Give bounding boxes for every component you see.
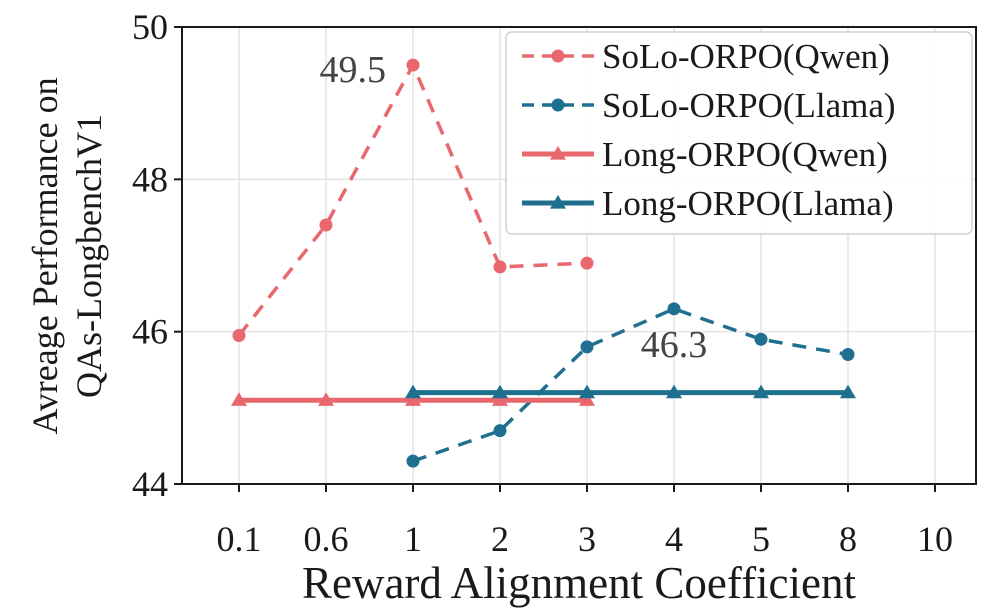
peak-annotation: 46.3 xyxy=(641,324,708,366)
legend-item-long-orpo-llama: Long-ORPO(Llama) xyxy=(522,184,894,223)
data-point-long-orpo-llama xyxy=(405,384,421,399)
data-point-solo-orpo-qwen xyxy=(580,256,594,270)
y-tick-label: 48 xyxy=(132,159,168,199)
data-point-long-orpo-qwen xyxy=(318,392,334,406)
data-point-long-orpo-qwen xyxy=(231,392,247,406)
x-tick-label: 8 xyxy=(839,519,857,559)
y-axis-title: Avreage Performance on QAs-LongbenchV1 xyxy=(25,77,109,434)
x-tick-label: 0.6 xyxy=(304,519,349,559)
legend-marker-solo-orpo-llama xyxy=(551,98,565,112)
y-axis-ticks: 44 46 48 50 xyxy=(132,7,182,504)
series-layer xyxy=(231,58,856,468)
data-point-long-orpo-qwen xyxy=(405,392,421,406)
y-axis-title-line-1: Avreage Performance on xyxy=(25,77,65,434)
series-solo-orpo-qwen xyxy=(232,58,594,342)
y-tick-label: 46 xyxy=(132,312,168,352)
data-point-long-orpo-llama xyxy=(579,384,595,399)
x-axis-title: Reward Alignment Coefficient xyxy=(302,558,857,608)
series-line-solo-orpo-llama xyxy=(412,307,849,463)
legend-marker-solo-orpo-qwen xyxy=(551,49,565,63)
data-point-solo-orpo-llama xyxy=(406,454,420,468)
data-point-solo-orpo-qwen xyxy=(493,260,507,274)
data-point-solo-orpo-qwen xyxy=(406,58,420,72)
data-point-solo-orpo-llama xyxy=(841,348,855,362)
data-point-solo-orpo-llama xyxy=(667,302,681,316)
legend-item-solo-orpo-qwen: SoLo-ORPO(Qwen) xyxy=(522,37,890,76)
peak-annotation: 49.5 xyxy=(320,49,387,91)
series-long-orpo-llama xyxy=(405,384,856,399)
legend-marker-long-orpo-llama xyxy=(550,195,566,209)
x-tick-label: 4 xyxy=(665,519,683,559)
legend-item-solo-orpo-llama: SoLo-ORPO(Llama) xyxy=(522,86,896,125)
data-point-solo-orpo-qwen xyxy=(232,328,246,342)
x-axis-ticks: 0.1 0.6 1 2 3 4 5 8 10 xyxy=(217,484,953,559)
plot-frame xyxy=(181,26,977,485)
y-axis-title-line-2: QAs-LongbenchV1 xyxy=(69,114,109,398)
data-point-solo-orpo-qwen xyxy=(319,218,333,232)
data-point-long-orpo-llama xyxy=(492,384,508,399)
data-point-long-orpo-llama xyxy=(840,384,856,399)
y-tick-label: 44 xyxy=(132,464,168,504)
data-point-solo-orpo-llama xyxy=(754,332,768,346)
x-tick-label: 0.1 xyxy=(217,519,262,559)
data-point-long-orpo-qwen xyxy=(579,392,595,406)
annotations: 49.5 46.3 xyxy=(320,49,708,366)
legend-label-long-orpo-llama: Long-ORPO(Llama) xyxy=(602,184,894,223)
legend: SoLo-ORPO(Qwen) SoLo-ORPO(Llama) Long-ORPO… xyxy=(505,31,973,235)
x-tick-label: 5 xyxy=(752,519,770,559)
x-tick-label: 10 xyxy=(917,519,953,559)
series-solo-orpo-llama xyxy=(406,302,855,468)
legend-item-long-orpo-qwen: Long-ORPO(Qwen) xyxy=(522,135,888,174)
x-tick-label: 1 xyxy=(404,519,422,559)
x-tick-label: 2 xyxy=(491,519,509,559)
x-tick-label: 3 xyxy=(578,519,596,559)
data-point-long-orpo-qwen xyxy=(492,392,508,406)
data-point-solo-orpo-llama xyxy=(580,340,594,354)
legend-label-solo-orpo-llama: SoLo-ORPO(Llama) xyxy=(602,86,896,125)
legend-box xyxy=(505,31,973,235)
data-point-long-orpo-llama xyxy=(753,384,769,399)
legend-label-solo-orpo-qwen: SoLo-ORPO(Qwen) xyxy=(602,37,890,76)
data-point-solo-orpo-llama xyxy=(493,424,507,438)
y-tick-label: 50 xyxy=(132,7,168,47)
series-long-orpo-qwen xyxy=(231,392,595,406)
legend-marker-long-orpo-qwen xyxy=(550,146,566,160)
legend-label-long-orpo-qwen: Long-ORPO(Qwen) xyxy=(602,135,888,174)
data-point-long-orpo-llama xyxy=(666,384,682,399)
